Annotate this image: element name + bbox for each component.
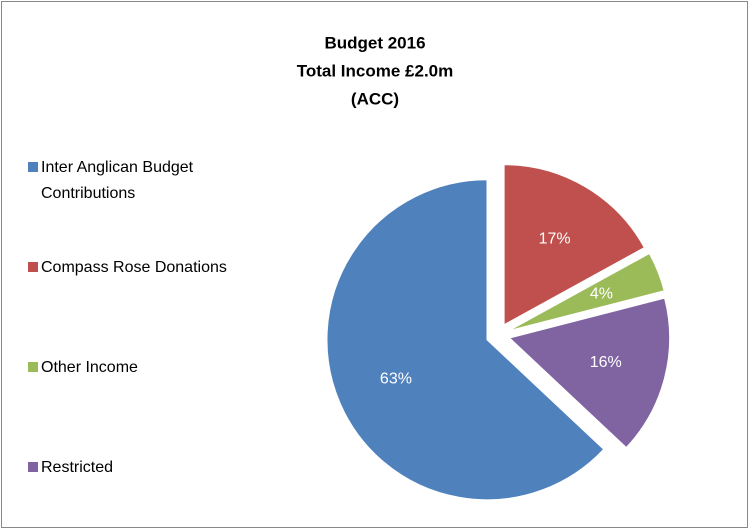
value-label: 16% bbox=[590, 354, 622, 371]
chart-title: (ACC) bbox=[351, 89, 399, 108]
legend-label: Compass Rose Donations bbox=[41, 259, 227, 276]
legend-swatch bbox=[28, 162, 38, 172]
legend-swatch bbox=[28, 262, 38, 272]
pie-slice bbox=[503, 164, 645, 326]
legend-line: Contributions bbox=[41, 185, 135, 202]
chart-title: Budget 2016 bbox=[324, 33, 425, 52]
legend-label: Inter Anglican Budget Contributions bbox=[41, 159, 194, 202]
legend-line: Restricted bbox=[41, 459, 113, 476]
legend-line: Inter Anglican Budget bbox=[41, 159, 194, 176]
pie-slice bbox=[326, 179, 605, 501]
value-label: 17% bbox=[539, 231, 571, 248]
value-label: 4% bbox=[590, 285, 613, 302]
legend-label: Restricted bbox=[41, 459, 113, 476]
legend-line: Compass Rose Donations bbox=[41, 259, 227, 276]
legend-line: Other Income bbox=[41, 359, 138, 376]
legend-swatch bbox=[28, 362, 38, 372]
legend-label: Other Income bbox=[41, 359, 138, 376]
value-label: 63% bbox=[380, 370, 412, 387]
pie-slice bbox=[508, 297, 671, 449]
pie-slice bbox=[508, 252, 665, 332]
chart-title: Total Income £2.0m bbox=[297, 61, 454, 80]
legend-swatch bbox=[28, 462, 38, 472]
